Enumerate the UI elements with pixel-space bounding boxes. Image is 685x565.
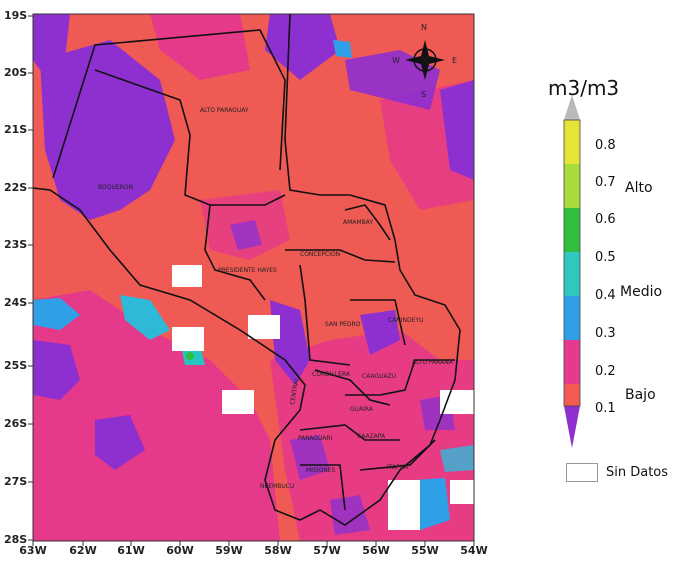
- lat-label: 25S: [4, 359, 28, 372]
- dept-presidente-hayes: PRESIDENTE HAYES: [218, 267, 277, 274]
- lat-label: 27S: [4, 475, 28, 488]
- lat-label: 23S: [4, 238, 28, 251]
- dept-guaira: GUAIRA: [350, 406, 374, 413]
- lon-label: 58W: [264, 544, 292, 557]
- compass-e-label: E: [452, 56, 457, 65]
- legend-colorbar: [563, 95, 581, 448]
- legend-tick: 0.5: [595, 250, 616, 265]
- legend-class-medio: Medio: [620, 284, 663, 300]
- dept-paraguari: PARAGUARI: [298, 435, 333, 442]
- dept-caaguazu: CAAGUAZU: [362, 373, 396, 380]
- lon-label: 59W: [215, 544, 243, 557]
- dept-caazapa: CAAZAPA: [357, 433, 386, 440]
- compass-s-label: S: [421, 90, 426, 99]
- dept-concepcion: CONCEPCION: [300, 251, 340, 258]
- no-data-swatch: [566, 463, 598, 482]
- dept-misiones: MISIONES: [306, 467, 336, 474]
- legend-tick: 0.2: [595, 364, 616, 379]
- compass-rose: N S W E: [392, 23, 457, 99]
- lat-label: 26S: [4, 417, 28, 430]
- lon-label: 54W: [460, 544, 488, 557]
- moisture-field: [33, 14, 474, 541]
- axis-ticks: [28, 15, 475, 546]
- lon-label: 57W: [313, 544, 341, 557]
- lon-label: 56W: [362, 544, 390, 557]
- legend-tick: 0.3: [595, 326, 616, 341]
- lat-label: 19S: [4, 9, 28, 22]
- lon-label: 60W: [166, 544, 194, 557]
- lat-label: 20S: [4, 66, 28, 79]
- legend-tick: 0.6: [595, 212, 616, 227]
- lon-label: 61W: [117, 544, 145, 557]
- legend-title: m3/m3: [548, 76, 620, 100]
- lon-label: 55W: [411, 544, 439, 557]
- lon-label: 63W: [19, 544, 47, 557]
- legend-tick: 0.8: [595, 138, 616, 153]
- compass-n-label: N: [421, 23, 427, 32]
- dept-itapua: ITAPUA: [387, 464, 409, 471]
- lat-label: 22S: [4, 181, 28, 194]
- legend-class-alto: Alto: [625, 180, 653, 196]
- legend-class-bajo: Bajo: [625, 387, 656, 403]
- map-frame: [32, 13, 475, 542]
- lat-label: 24S: [4, 296, 28, 309]
- dept-alto-paraguay: ALTO PARAGUAY: [200, 107, 249, 114]
- lat-label: 28S: [4, 533, 28, 546]
- legend-tick: 0.7: [595, 175, 616, 190]
- dept-neembucu: NEEMBUCU: [260, 483, 294, 490]
- dept-cordillera: CORDILLERA: [312, 371, 351, 378]
- dept-alto-parana: ALTO PARANA: [412, 359, 454, 366]
- dept-central: CENTRAL: [289, 376, 301, 405]
- dept-amambay: AMAMBAY: [343, 219, 373, 226]
- lon-label: 62W: [69, 544, 97, 557]
- legend-tick: 0.4: [595, 288, 616, 303]
- dept-canindeyu: CANINDEYU: [388, 317, 424, 324]
- no-data-label: Sin Datos: [606, 465, 669, 480]
- legend-tick: 0.1: [595, 401, 616, 416]
- dept-san-pedro: SAN PEDRO: [325, 321, 361, 328]
- compass-w-label: W: [392, 56, 400, 65]
- dept-boqueron: BOQUERON: [98, 184, 133, 191]
- boundaries: [33, 14, 461, 526]
- lat-label: 21S: [4, 123, 28, 136]
